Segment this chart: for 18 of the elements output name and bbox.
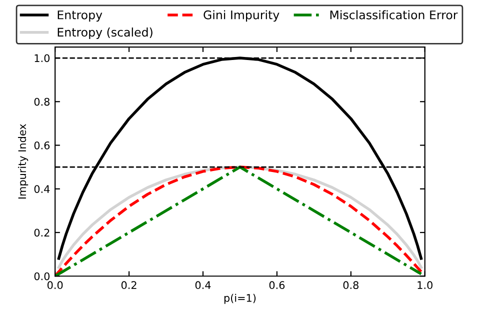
- y-tick-label: 0.8: [34, 98, 50, 106]
- y-tick-label: 0.4: [34, 185, 50, 193]
- x-axis-title: p(i=1): [224, 294, 256, 304]
- y-tick-label: 0.2: [34, 228, 50, 237]
- y-tick-label: 0.0: [34, 272, 50, 280]
- y-tick-label: 1.0: [34, 54, 50, 62]
- x-tick-label: 1.0: [418, 281, 432, 290]
- legend-label: Misclassification Error: [330, 10, 458, 20]
- legend-label: Entropy (scaled): [58, 28, 152, 39]
- x-tick-label: 0.8: [343, 281, 358, 290]
- x-tick-label: 0.4: [195, 281, 211, 290]
- x-tick-label: 0.6: [269, 281, 285, 290]
- x-tick-label: 0.0: [47, 281, 63, 290]
- legend-label: Gini Impurity: [204, 10, 280, 22]
- y-tick-label: 0.6: [34, 141, 50, 150]
- y-axis-title: Impurity Index: [18, 124, 28, 199]
- legend-label: Entropy: [58, 10, 102, 22]
- x-tick-label: 0.2: [121, 281, 136, 290]
